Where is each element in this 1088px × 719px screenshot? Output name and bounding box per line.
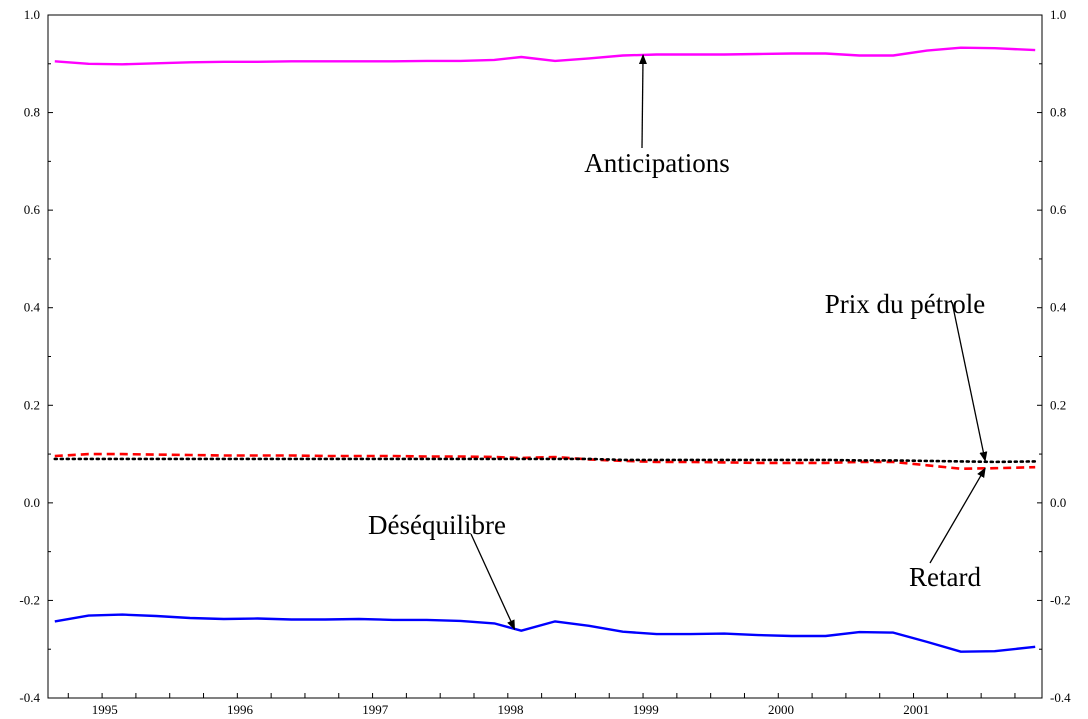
y-tick-label-left: -0.2 — [19, 592, 40, 607]
series-layer — [53, 46, 1037, 653]
x-tick-label: 2000 — [768, 702, 794, 717]
series-line-retard — [54, 452, 1036, 471]
y-tick-label-right: -0.2 — [1050, 592, 1071, 607]
annotation-label: Prix du pétrole — [825, 289, 985, 319]
annotation-label: Déséquilibre — [368, 510, 506, 540]
annotation-arrow — [638, 54, 647, 149]
annotation-label: Anticipations — [584, 148, 729, 178]
series-line-prix-du-p-trole — [53, 457, 1037, 464]
x-tick-label: 1996 — [227, 702, 254, 717]
x-tick-label: 1999 — [633, 702, 659, 717]
y-axis: -0.4 -0.4 -0.2 -0.2 0.0 0.0 0.2 0.2 0.4 0.4 0.6 0.6… — [19, 7, 1071, 705]
y-tick-label-left: 1.0 — [24, 7, 40, 22]
annotation-arrow — [929, 467, 986, 564]
x-tick-label: 1998 — [498, 702, 524, 717]
y-tick-label-left: 0.0 — [24, 495, 40, 510]
y-tick-label-right: 0.6 — [1050, 202, 1067, 217]
y-tick-label-right: 0.2 — [1050, 397, 1066, 412]
x-tick-label: 1997 — [362, 702, 389, 717]
y-tick-label-left: 0.2 — [24, 397, 40, 412]
y-tick-label-right: 1.0 — [1050, 7, 1066, 22]
y-tick-label-left: -0.4 — [19, 690, 40, 705]
y-tick-label-left: 0.8 — [24, 105, 40, 120]
series-line-anticipations — [54, 46, 1036, 66]
y-tick-label-right: -0.4 — [1050, 690, 1071, 705]
y-tick-label-right: 0.4 — [1050, 300, 1067, 315]
annotation-arrow — [951, 301, 988, 462]
annotation-arrow — [470, 533, 516, 631]
y-tick-label-right: 0.0 — [1050, 495, 1066, 510]
y-tick-label-right: 0.8 — [1050, 105, 1066, 120]
plot-frame — [47, 14, 1043, 699]
y-tick-label-left: 0.6 — [24, 202, 41, 217]
annotation-label: Retard — [909, 562, 981, 592]
y-tick-label-left: 0.4 — [24, 300, 41, 315]
x-axis: 1995 1996 1997 1998 1999 2000 2001 — [67, 693, 1016, 717]
series-line-d-s-quilibre — [54, 613, 1036, 653]
x-tick-label: 2001 — [903, 702, 929, 717]
x-tick-label: 1995 — [92, 702, 118, 717]
annotation-layer: Anticipations Prix du pétrole Retard Déséqu… — [368, 54, 988, 631]
